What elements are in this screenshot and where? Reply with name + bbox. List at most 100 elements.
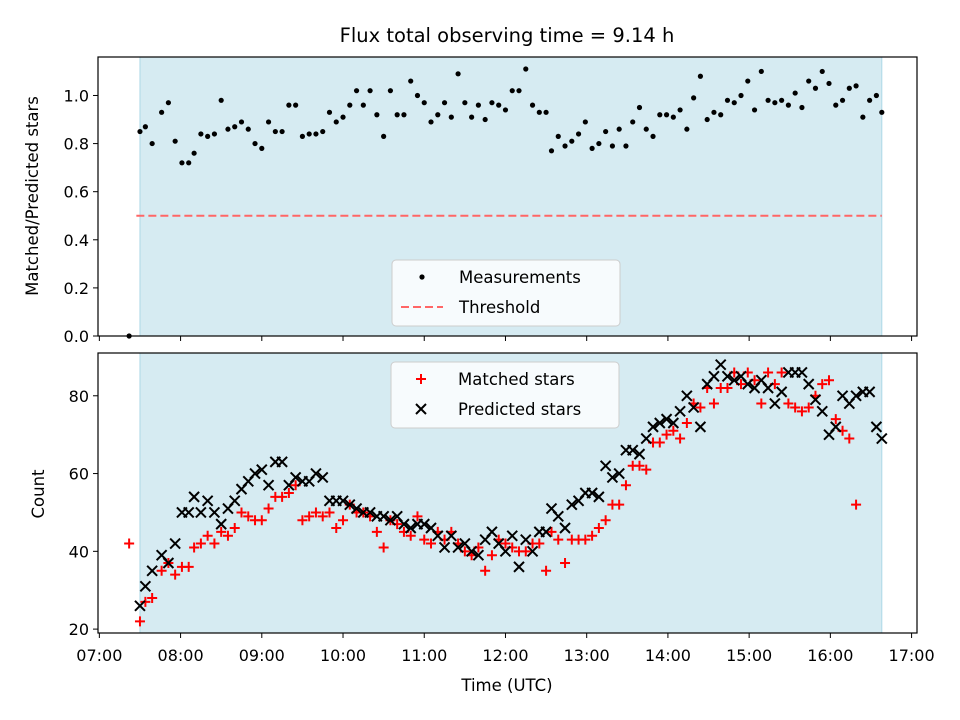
matched-point xyxy=(189,542,200,553)
matched-point xyxy=(419,534,430,545)
predicted-point xyxy=(506,530,518,542)
axes-frame-bottom xyxy=(97,352,918,634)
predicted-point xyxy=(201,495,214,507)
matched-point xyxy=(243,511,254,522)
y-tick-label-top: 1.0 xyxy=(64,86,89,105)
measurement-point xyxy=(643,126,649,132)
measurement-point xyxy=(670,114,676,120)
measurement-point xyxy=(765,97,771,103)
matched-point xyxy=(722,383,733,393)
matched-point xyxy=(378,542,389,553)
y-tick-label-top: 0.8 xyxy=(64,135,89,154)
measurement-point xyxy=(496,102,502,108)
predicted-point xyxy=(182,506,195,519)
measurement-point xyxy=(516,88,522,94)
measurement-point xyxy=(772,100,778,106)
x-tick-label: 13:00 xyxy=(564,646,610,665)
x-tick-label: 10:00 xyxy=(320,646,366,665)
matched-point xyxy=(195,538,206,549)
predicted-point xyxy=(606,471,619,484)
matched-point xyxy=(541,565,552,576)
matched-point xyxy=(830,414,841,425)
measurement-point xyxy=(313,131,319,137)
matched-point xyxy=(480,565,491,576)
matched-point xyxy=(304,511,315,522)
measurement-point xyxy=(536,109,542,115)
measurement-point xyxy=(462,100,468,106)
matched-point xyxy=(776,367,787,378)
measurement-point xyxy=(523,66,529,72)
measurement-point xyxy=(697,73,704,79)
predicted-point xyxy=(520,533,532,546)
x-tick-label: 16:00 xyxy=(807,646,853,665)
legend-top: Measurements Threshold xyxy=(391,259,621,327)
measurement-point xyxy=(853,83,859,89)
x-tick-label: 14:00 xyxy=(645,646,691,665)
matched-point xyxy=(817,379,828,390)
measurement-point xyxy=(165,100,171,106)
predicted-point xyxy=(249,467,261,480)
matched-point xyxy=(256,515,267,526)
measurement-point xyxy=(259,145,265,151)
predicted-point xyxy=(344,498,356,511)
measurement-point xyxy=(333,119,339,125)
measurement-point xyxy=(475,102,481,108)
matched-point xyxy=(297,515,308,526)
matched-point xyxy=(634,460,645,471)
measurement-point xyxy=(435,112,441,118)
predicted-point xyxy=(647,421,659,433)
measurement-point xyxy=(575,131,582,137)
matched-point xyxy=(593,523,604,533)
measurement-point xyxy=(745,78,751,84)
matched-point xyxy=(614,499,625,510)
measurement-point xyxy=(731,100,737,106)
predicted-point xyxy=(593,491,605,503)
measurement-point xyxy=(616,126,622,132)
y-tick-label-bottom: 60 xyxy=(69,465,89,484)
measurement-point xyxy=(657,112,663,118)
measurement-point xyxy=(785,102,791,108)
predicted-point xyxy=(809,393,822,406)
measurement-point xyxy=(293,102,299,108)
matched-point xyxy=(851,499,862,510)
predicted-point xyxy=(195,506,207,519)
predicted-point xyxy=(660,413,673,425)
measurement-point xyxy=(387,88,394,94)
matched-point xyxy=(134,616,145,627)
predicted-point xyxy=(830,421,842,433)
measurement-point xyxy=(724,97,731,103)
predicted-point xyxy=(364,506,376,519)
measurement-point xyxy=(758,68,764,75)
matched-point xyxy=(587,530,598,541)
predicted-point xyxy=(432,530,444,542)
y-tick-label-bottom: 40 xyxy=(69,542,89,561)
matched-point xyxy=(331,523,342,533)
measurement-point xyxy=(867,97,873,103)
predicted-point xyxy=(694,421,707,433)
legend-predicted-marker xyxy=(415,403,427,415)
measurement-point xyxy=(142,124,148,130)
predicted-point xyxy=(438,541,451,554)
matched-point xyxy=(534,538,545,549)
series-predicted-stars xyxy=(134,358,888,612)
matched-point xyxy=(222,530,233,541)
matched-point xyxy=(681,418,692,428)
measurement-point xyxy=(509,88,515,94)
measurement-point xyxy=(353,88,360,94)
predicted-point xyxy=(715,358,727,371)
matched-point xyxy=(520,546,531,557)
measurement-point xyxy=(394,112,400,118)
measurement-point xyxy=(846,85,852,91)
legend-measurements-marker xyxy=(419,274,425,280)
measurement-point xyxy=(582,119,588,125)
measurement-point xyxy=(691,95,697,101)
measurement-point xyxy=(245,126,251,132)
predicted-point xyxy=(633,448,646,460)
measurement-point xyxy=(684,126,690,132)
predicted-point xyxy=(317,471,329,484)
measurement-point xyxy=(225,126,231,132)
measurement-point xyxy=(502,107,509,113)
matched-point xyxy=(620,480,631,491)
predicted-point xyxy=(540,526,552,538)
measurement-point xyxy=(137,128,143,135)
